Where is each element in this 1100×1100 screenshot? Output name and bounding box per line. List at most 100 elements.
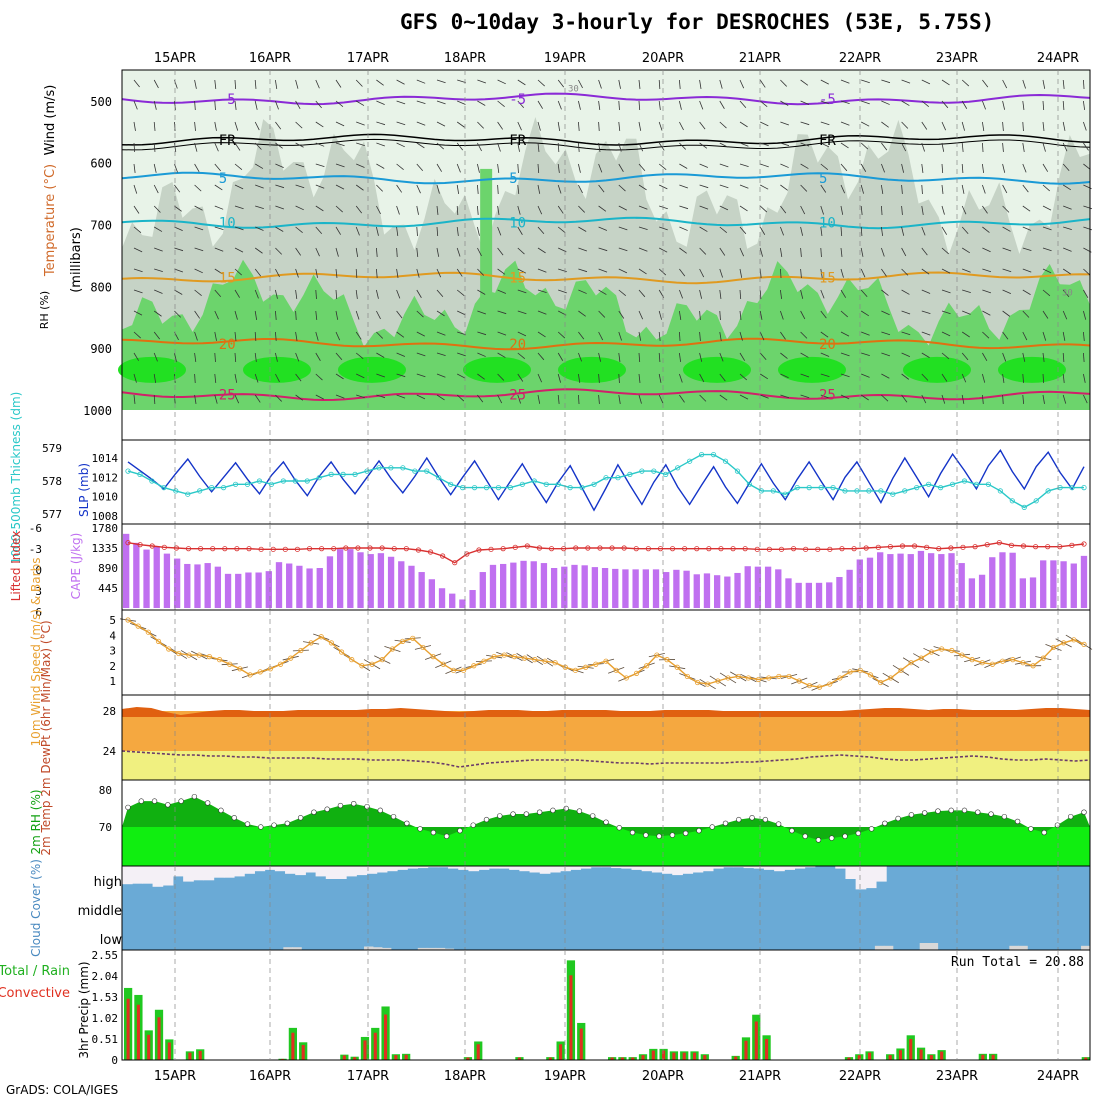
wind-speed-line-point (633, 670, 640, 676)
wind-barb (1062, 142, 1068, 152)
wind-barb (497, 310, 507, 315)
wind-barb (154, 289, 163, 294)
cape-bar (642, 569, 649, 608)
precip-convective-bar (404, 1054, 408, 1060)
wind-speed-line-point (166, 646, 172, 652)
high-cloud-bar (794, 866, 806, 869)
precip-convective-bar (126, 998, 130, 1060)
wind-barb (820, 268, 823, 278)
wind-speed-line-point (664, 657, 670, 663)
cape-bar (173, 558, 181, 608)
isotherm-label: 20 (819, 337, 836, 353)
panel-border (121, 949, 1091, 1061)
wind-barb (1062, 163, 1070, 171)
rh2m-point (815, 837, 822, 843)
bottom-date-label: 21APR (739, 1069, 781, 1084)
wind-barb (416, 79, 426, 84)
wind-barb (376, 100, 385, 105)
wind-barb (456, 247, 461, 257)
wind-barb (396, 163, 404, 170)
wind-barb (780, 331, 786, 340)
cape-bar (754, 566, 762, 608)
slp-tick-label: 1012 (92, 471, 119, 484)
rh2m-point (696, 827, 702, 834)
wind-barb (335, 352, 343, 361)
top-date-label: 16APR (249, 51, 291, 66)
cape-bar (530, 561, 537, 608)
low-cloud-bar (1081, 945, 1091, 950)
wind-barb (456, 121, 465, 128)
wind-barb (578, 79, 583, 89)
lifted-tick-label: -3 (29, 543, 42, 556)
wind-barb (881, 268, 887, 277)
wind-barb (901, 100, 910, 106)
high-cloud-bar (417, 866, 429, 869)
wind-barb (355, 205, 363, 214)
wind-barb (739, 289, 742, 300)
low-cloud-bar (417, 947, 428, 950)
wind-barb (679, 79, 681, 89)
wind-barb (234, 352, 237, 363)
high-cloud-bar (784, 866, 796, 870)
wind-barb (376, 184, 384, 192)
high-cloud-bar (315, 866, 327, 877)
wind-barb (315, 247, 320, 257)
wind-barb (780, 121, 790, 126)
wind-barb (315, 163, 325, 168)
wind-barb (861, 79, 870, 84)
wind-barb (497, 205, 500, 215)
wind-barb (234, 310, 238, 320)
wind-barb (436, 226, 439, 237)
wind-barb (355, 79, 363, 87)
top-date-label: 23APR (936, 51, 978, 66)
cape-bar (846, 569, 853, 608)
wind-barb (638, 79, 641, 89)
wind-barb (860, 205, 863, 215)
wind-barb (638, 100, 641, 111)
cape-bar (989, 557, 996, 608)
top-date-label: 20APR (642, 51, 684, 66)
wind-barb (174, 289, 183, 295)
wind-barb (396, 331, 405, 338)
rh2m-point (497, 813, 503, 819)
cape-bar (601, 568, 609, 608)
wind-barb (416, 247, 419, 257)
cape-bar (958, 563, 965, 608)
wind-barb (719, 394, 728, 401)
below-ground-mask (122, 410, 1090, 440)
high-cloud-bar (509, 866, 520, 870)
wind-barb (739, 142, 749, 147)
wind-barb (254, 79, 257, 90)
wind-barb (982, 247, 991, 253)
wind-barb (982, 331, 990, 339)
wind-barb (477, 226, 480, 236)
axis-layer: 15APR 15APR 16APR 16APR 17APR 17APR 18APR 18APR… (0, 51, 1091, 1084)
low-cloud-bar (283, 947, 293, 950)
wind-barb (719, 121, 727, 129)
wind-barb (941, 142, 945, 152)
wind-barb (153, 352, 158, 362)
wind-barb (517, 268, 526, 274)
wind-barb (638, 121, 642, 131)
y-tick-label: 900 (90, 342, 112, 356)
wind-barb (133, 226, 142, 234)
rh2m-point (709, 824, 715, 830)
wind-barb (941, 184, 944, 194)
wind-barb (477, 142, 482, 152)
wind-barb (982, 163, 984, 173)
wind-barb (214, 163, 221, 172)
wind-barb (133, 331, 141, 339)
wind-barb (881, 163, 885, 173)
wind-barb (255, 184, 264, 189)
wind-barb (638, 268, 647, 275)
cape-bar (326, 556, 334, 608)
wind-barb (477, 184, 479, 194)
rh2m-point (337, 802, 344, 809)
wind-barb (174, 184, 181, 193)
wind-barb (719, 289, 722, 299)
wind-barb (436, 310, 445, 317)
cape-bar (948, 553, 955, 608)
wind-barb (254, 163, 264, 169)
precip-convective-bar (651, 1050, 655, 1060)
cape-bar (581, 565, 588, 608)
